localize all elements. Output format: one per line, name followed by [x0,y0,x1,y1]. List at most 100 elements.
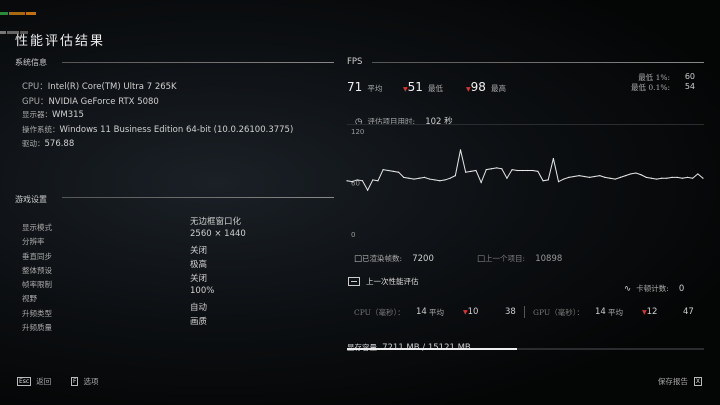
back-label: 返回 [36,377,52,386]
fps-min-label: 最低 [428,84,443,93]
cpu-min: 10 [467,307,479,317]
fps-point [465,171,467,173]
settings-list: 显示模式 无边框窗口化 分辨率 2560 × 1440 垂直同步 关闭 整体预设 极高 帧率限制… [22,215,322,333]
gpu-min: 12 [646,307,658,317]
fps-point [640,174,642,176]
fps-point [480,181,482,184]
setting-label: 整体预设 [22,265,52,275]
save-report-button[interactable]: 保存报告 X [658,376,702,387]
low1-value: 60 [684,72,695,81]
system-heading: 系统信息 [15,58,47,67]
system-info: CPU：Intel(R) Core(TM) Ultra 7 265K GPU：N… [22,80,293,153]
setting-value: 2560 × 1440 [190,229,246,240]
y-tick-label: 0 [351,231,355,239]
frames-rendered: □已渲染帧数: 7200 [354,246,434,265]
fps-point [423,176,425,178]
setting-label: 显示模式 [22,223,52,232]
fps-point [377,180,379,182]
fps-point [557,181,560,183]
value: 576.88 [44,139,75,149]
fps-point [702,177,704,179]
fps-point [614,178,616,180]
fps-point [356,179,358,181]
fps-point [542,180,544,182]
setting-value: 自动 [190,302,208,313]
fps-chart: 120 60 0 [346,128,704,239]
fps-point [428,178,431,180]
fps-point [532,169,534,172]
setting-row: 显示模式 无边框窗口化 [22,215,322,232]
frames-value: 7200 [412,254,434,264]
fps-point [547,179,549,181]
fps-avg-value: 71 [347,80,363,94]
last-evaluation-toggle[interactable]: 上一次性能评估 [348,276,419,287]
fps-point [676,176,678,178]
value: Intel(R) Core(TM) Ultra 7 265K [47,82,177,92]
label: 显示器： [22,110,52,119]
setting-value: 关闭 [190,274,208,285]
fps-point [635,172,637,174]
fps-point [439,180,441,182]
fps-point [568,176,570,178]
duration-label: 评估项目用时: [367,117,416,126]
value: Windows 11 Business Edition 64-bit (10.0… [59,124,294,135]
os-row: 操作系统：Windows 11 Business Edition 64-bit … [22,124,293,139]
fps-min: ▼51 最低 [403,76,443,95]
fps-point [449,177,451,179]
cpu-avg: 14 [416,307,427,317]
fps-max-value: 98 [470,80,486,94]
settings-heading: 游戏设置 [15,195,47,204]
value: WM315 [52,110,84,120]
fps-point [578,175,580,177]
down-arrow-icon: ▼ [642,309,647,316]
value: NVIDIA GeForce RTX 5080 [48,96,159,107]
duration-value: 102 秒 [425,117,453,127]
cpu-max: 38 [505,307,516,317]
page-title: 性能评估结果 [15,34,106,49]
divider [347,124,704,125]
options-button[interactable]: F 选项 [71,376,98,387]
checkbox-icon: □ [477,254,486,264]
previous-item: □上一个项目: 10898 [477,246,562,265]
fps-point [692,177,694,179]
divider [372,62,704,63]
setting-label: 帧率限制 [22,280,52,290]
fps-point [552,157,554,160]
collapse-icon [348,277,360,286]
clock-icon: ◷ [355,117,363,127]
esc-key-icon: Esc [17,377,32,386]
prev-value: 10898 [535,254,563,264]
fps-point [397,171,400,173]
perf-overlay [0,0,37,38]
setting-label: 升频质量 [22,323,52,333]
setting-value: 画质 [190,317,208,328]
fps-point [511,169,513,171]
setting-row: 帧率限制 关闭 [22,272,322,290]
back-button[interactable]: Esc 返回 [17,376,51,387]
setting-label: 升频类型 [22,308,52,318]
fps-point [645,176,647,178]
fps-point [599,175,601,177]
vram-bar [347,348,704,350]
low01-label: 最低 0.1%: [631,83,670,92]
fps-point [434,179,436,181]
driver-row: 驱动：576.88 [22,138,293,153]
last-heading: 上一次性能评估 [366,277,419,286]
fps-point [516,169,518,172]
fps-point [470,170,472,172]
gpu-row: GPU：NVIDIA GeForce RTX 5080 [22,95,293,110]
fps-point [459,149,462,151]
fps-point [485,169,487,171]
fps-point [361,180,364,182]
fps-max-label: 最高 [491,84,506,93]
label: CPU： [22,82,48,92]
fps-point [367,189,369,191]
fps-point [697,173,699,175]
label: 操作系统： [22,124,60,134]
fps-min-value: 51 [407,80,423,94]
fps-heading: FPS [347,57,363,67]
stutter-value: 0 [678,284,685,294]
fps-point [418,177,420,179]
fps-point [490,168,493,170]
